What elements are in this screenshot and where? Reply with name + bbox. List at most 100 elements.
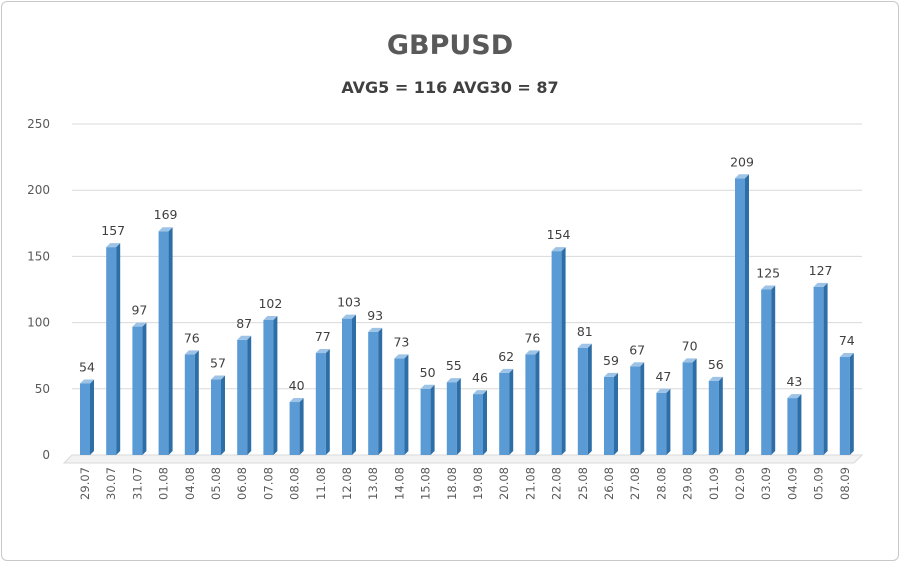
bar-side: [430, 384, 435, 455]
bar-top: [237, 335, 252, 340]
bar: [394, 358, 405, 455]
bar-side: [718, 376, 723, 455]
y-tick-label: 200: [27, 183, 50, 197]
bar-side: [561, 247, 566, 455]
bar: [184, 354, 195, 455]
bar: [761, 289, 772, 455]
bar: [132, 326, 143, 455]
x-tick-label: 13.08: [366, 467, 380, 500]
bar: [735, 178, 745, 455]
x-tick-label: 11.08: [314, 467, 328, 500]
bar: [446, 382, 457, 455]
x-tick-label: 18.08: [445, 467, 459, 500]
bar-side: [352, 314, 356, 455]
bar-side: [116, 243, 121, 455]
x-tick-label: 19.08: [471, 467, 485, 500]
bar-side: [509, 368, 514, 455]
bar-side: [325, 349, 330, 455]
data-label: 43: [786, 374, 802, 389]
bar-top: [132, 322, 147, 327]
bar-side: [142, 322, 147, 455]
bar-side: [823, 282, 828, 455]
data-label: 67: [629, 342, 645, 357]
x-tick-label: 29.08: [681, 467, 695, 500]
bar: [839, 357, 850, 455]
bar-top: [839, 353, 854, 358]
data-label: 127: [809, 263, 833, 278]
y-tick-label: 100: [27, 316, 50, 330]
x-tick-label: 29.07: [78, 467, 92, 500]
x-tick-label: 04.09: [785, 467, 799, 500]
bar-top: [184, 350, 199, 355]
x-tick-label: 05.08: [209, 467, 223, 500]
chart-floor: [62, 454, 864, 464]
bar-top: [420, 384, 435, 389]
bar-side: [745, 174, 749, 455]
data-label: 125: [756, 266, 780, 281]
bar-top: [315, 349, 330, 354]
bar-side: [168, 227, 173, 455]
bar: [342, 318, 352, 455]
bar-top: [787, 394, 802, 399]
chart-title: GBPUSD: [386, 30, 514, 61]
bar: [708, 380, 719, 455]
bar-side: [378, 327, 383, 455]
bar-top: [211, 375, 225, 380]
x-tick-label: 14.08: [392, 467, 406, 500]
x-tick-label: 04.08: [183, 467, 197, 500]
y-tick-label: 250: [27, 117, 50, 131]
x-tick-label: 07.08: [261, 467, 275, 500]
y-tick-label: 0: [42, 448, 50, 462]
bar: [787, 398, 798, 455]
bar: [106, 247, 117, 455]
chart-subtitle: AVG5 = 116 AVG30 = 87: [341, 78, 559, 97]
bar: [525, 354, 536, 455]
x-tick-label: 02.09: [733, 467, 747, 500]
bar: [813, 286, 824, 455]
data-label: 59: [603, 353, 619, 368]
data-label: 47: [655, 369, 671, 384]
data-label: 74: [839, 333, 855, 348]
bar-top: [158, 227, 173, 232]
bar-side: [587, 343, 592, 455]
bar: [473, 394, 483, 455]
bar-top: [735, 174, 749, 179]
bar-side: [771, 285, 776, 455]
data-label: 209: [730, 154, 754, 169]
data-label: 169: [154, 207, 178, 222]
y-tick-label: 50: [35, 382, 50, 396]
x-tick-label: 28.08: [654, 467, 668, 500]
bar: [656, 392, 667, 455]
data-label: 54: [79, 360, 95, 375]
data-label: 55: [446, 358, 462, 373]
bar-side: [666, 388, 671, 455]
data-label: 103: [337, 295, 361, 310]
bar-top: [446, 378, 461, 383]
bar: [289, 402, 300, 455]
bar-side: [194, 350, 199, 455]
data-label: 56: [708, 357, 724, 372]
bar-top: [656, 388, 671, 393]
bar-top: [708, 376, 723, 381]
x-tick-label: 26.08: [602, 467, 616, 500]
x-tick-label: 31.07: [130, 467, 144, 500]
bar-top: [394, 354, 409, 359]
data-label: 87: [236, 316, 252, 331]
bar-side: [221, 375, 225, 455]
bar-top: [80, 379, 94, 384]
data-label: 81: [577, 324, 593, 339]
bar-side: [273, 315, 278, 455]
bar-side: [535, 350, 540, 455]
y-tick-label: 150: [27, 249, 50, 263]
data-label: 40: [289, 378, 305, 393]
bar-top: [263, 315, 278, 320]
data-label: 154: [547, 227, 571, 242]
bar-top: [289, 398, 304, 403]
data-label: 76: [184, 330, 200, 345]
data-label: 70: [682, 338, 698, 353]
bar-top: [813, 282, 828, 287]
bar-top: [604, 372, 618, 377]
data-label: 46: [472, 370, 488, 385]
x-tick-label: 15.08: [419, 467, 433, 500]
